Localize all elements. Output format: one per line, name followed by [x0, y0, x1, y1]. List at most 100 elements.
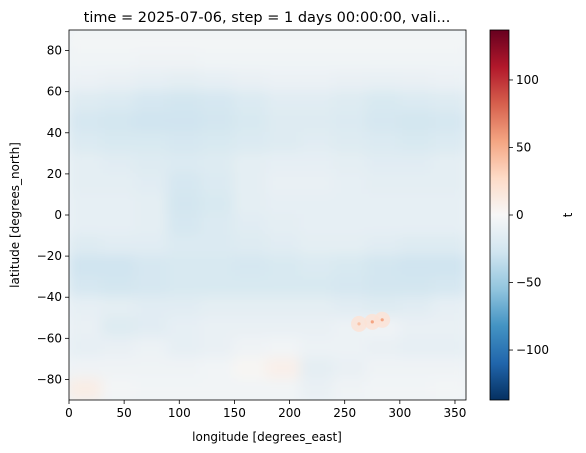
heatmap-cell — [233, 30, 269, 52]
heatmap-cell — [200, 49, 236, 73]
heatmap-cell — [200, 193, 236, 216]
heatmap-cell — [332, 30, 368, 52]
heatmap-cell — [233, 152, 269, 175]
y-tick-label: 0 — [54, 208, 62, 222]
heatmap-cell — [69, 131, 104, 155]
heatmap-cell — [266, 111, 302, 134]
heatmap-cell — [266, 90, 302, 114]
heatmap-cell — [365, 49, 401, 73]
colorbar-tick-label: 50 — [516, 140, 531, 154]
heatmap-cell — [398, 357, 434, 381]
heatmap-cell — [431, 152, 466, 175]
heatmap-cell — [266, 234, 302, 258]
heatmap-cell — [200, 111, 236, 134]
heatmap-cell — [134, 49, 170, 73]
heatmap-cell — [365, 193, 401, 216]
x-axis: 0 50 100 150 200 250 300 350 — [65, 400, 466, 420]
heatmap-cell — [332, 214, 368, 237]
heatmap-cell — [431, 296, 466, 319]
heatmap-cell — [101, 131, 137, 155]
heatmap-cell — [299, 49, 335, 73]
heatmap-cell — [365, 90, 401, 114]
heatmap-cell — [69, 316, 104, 340]
heatmap-cell — [299, 296, 335, 319]
heatmap-cell — [233, 214, 269, 237]
y-tick-label: −60 — [37, 331, 62, 345]
heatmap-cell — [233, 357, 269, 381]
heatmap-cell — [299, 193, 335, 216]
heatmap-cell — [365, 131, 401, 155]
heatmap-cell — [431, 131, 466, 155]
heatmap-cell — [101, 90, 137, 114]
heatmap-cell — [398, 255, 434, 278]
heatmap-cell — [266, 296, 302, 319]
heatmap-cell — [266, 30, 302, 52]
heatmap-cell — [101, 357, 137, 381]
heatmap-cell — [299, 357, 335, 381]
heatmap-cell — [134, 131, 170, 155]
heatmap-cell — [200, 172, 236, 196]
heatmap-cell — [266, 378, 302, 400]
heatmap-cell — [101, 172, 137, 196]
hot-spot-core — [357, 322, 361, 326]
heatmap-cell — [266, 255, 302, 278]
heatmap-cell — [101, 214, 137, 237]
heatmap-cell — [69, 90, 104, 114]
heatmap-cell — [332, 255, 368, 278]
heatmap-cell — [431, 337, 466, 360]
y-tick-label: −80 — [37, 372, 62, 386]
heatmap-cell — [299, 214, 335, 237]
heatmap-cell — [134, 378, 170, 400]
heatmap-cell — [167, 316, 203, 340]
heatmap-cell — [167, 275, 203, 299]
heatmap-cell — [134, 275, 170, 299]
heatmap-cell — [101, 378, 137, 400]
heatmap-cell — [134, 152, 170, 175]
heatmap-cell — [299, 70, 335, 93]
heatmap-cell — [233, 90, 269, 114]
y-tick-label: 80 — [47, 44, 62, 58]
heatmap-cell — [167, 296, 203, 319]
heatmap-cell — [134, 357, 170, 381]
heatmap-cell — [233, 49, 269, 73]
heatmap-cell — [69, 214, 104, 237]
heatmap-cell — [233, 70, 269, 93]
heatmap-cell — [134, 111, 170, 134]
heatmap-cell — [365, 234, 401, 258]
heatmap-cell — [200, 357, 236, 381]
heatmap-cell — [134, 70, 170, 93]
heatmap-cell — [431, 214, 466, 237]
heatmap-cell — [101, 152, 137, 175]
heatmap-cell — [398, 234, 434, 258]
heatmap-cell — [167, 30, 203, 52]
heatmap-cell — [200, 152, 236, 175]
heatmap-cell — [167, 90, 203, 114]
heatmap-cell — [266, 214, 302, 237]
heatmap-cell — [167, 255, 203, 278]
heatmap-cell — [332, 234, 368, 258]
heatmap-cell — [200, 30, 236, 52]
heatmap-cell — [299, 111, 335, 134]
heatmap-cell — [101, 30, 137, 52]
heatmap-cell — [398, 193, 434, 216]
heatmap-cell — [398, 70, 434, 93]
heatmap-cell — [332, 70, 368, 93]
heatmap-cell — [69, 193, 104, 216]
heatmap-cell — [167, 337, 203, 360]
y-tick-label: −20 — [37, 249, 62, 263]
heatmap-cell — [431, 275, 466, 299]
heatmap-cell — [299, 275, 335, 299]
heatmap-cell — [200, 70, 236, 93]
heatmap-cell — [134, 172, 170, 196]
heatmap-cell — [299, 337, 335, 360]
heatmap-cell — [101, 70, 137, 93]
heatmap-cell — [398, 49, 434, 73]
heatmap-cell — [299, 255, 335, 278]
heatmap-cell — [200, 214, 236, 237]
heatmap-cell — [431, 234, 466, 258]
heatmap-cell — [69, 172, 104, 196]
y-tick-label: −40 — [37, 290, 62, 304]
x-tick-label: 100 — [168, 406, 191, 420]
heatmap-cell — [266, 193, 302, 216]
heatmap-cell — [332, 131, 368, 155]
